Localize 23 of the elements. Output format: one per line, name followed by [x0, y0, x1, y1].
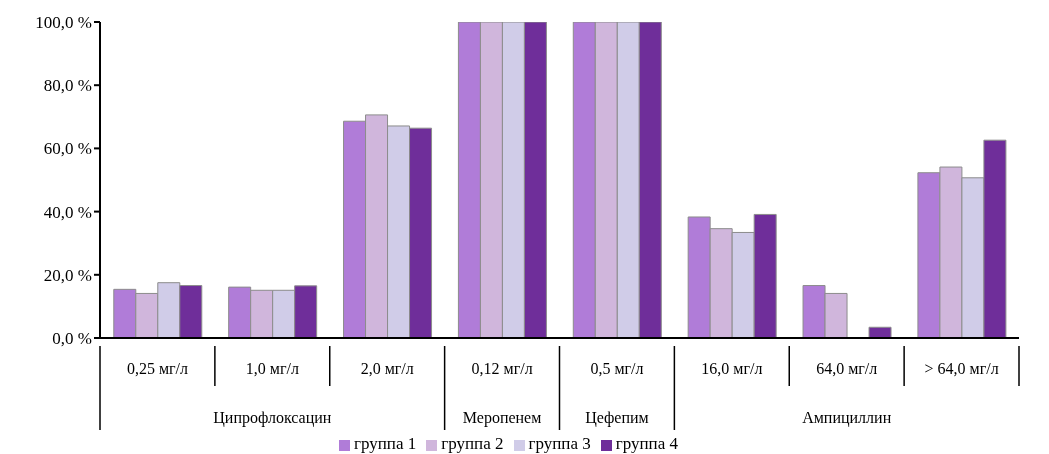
y-tick-label: 100,0 %: [35, 13, 92, 33]
legend-label: группа 4: [615, 434, 678, 453]
x-tick-label: 0,12 мг/л: [471, 360, 533, 377]
text: Ципрофлоксацин: [213, 409, 332, 427]
text: Цефепим: [585, 409, 649, 427]
bar: [868, 326, 892, 338]
y-tick-label: 40,0 %: [43, 202, 92, 222]
legend-label: группа 2: [441, 434, 504, 453]
text: Меропенем: [462, 409, 542, 427]
legend-label: группа 3: [528, 434, 591, 453]
x-tick-label: > 64,0 мг/л: [924, 360, 999, 377]
x-tick-label: 64,0 мг/л: [816, 360, 878, 377]
y-tick-label: 20,0 %: [43, 265, 92, 285]
y-tick-label: 80,0 %: [43, 76, 92, 96]
x-tick-label: 0,25 мг/л: [126, 360, 189, 377]
y-tick-label: 60,0 %: [43, 139, 92, 159]
y-tick-label: 0,0 %: [52, 329, 92, 349]
x-tick-label: 2,0 мг/л: [360, 360, 414, 377]
x-tick-label: 0,5 мг/л: [590, 360, 644, 377]
x-tick-label: 1,0 мг/л: [245, 360, 299, 377]
x-tick-label: 16,0 мг/л: [701, 360, 763, 377]
text: Ампициллин: [802, 409, 892, 427]
legend-label: группа 1: [354, 434, 417, 453]
